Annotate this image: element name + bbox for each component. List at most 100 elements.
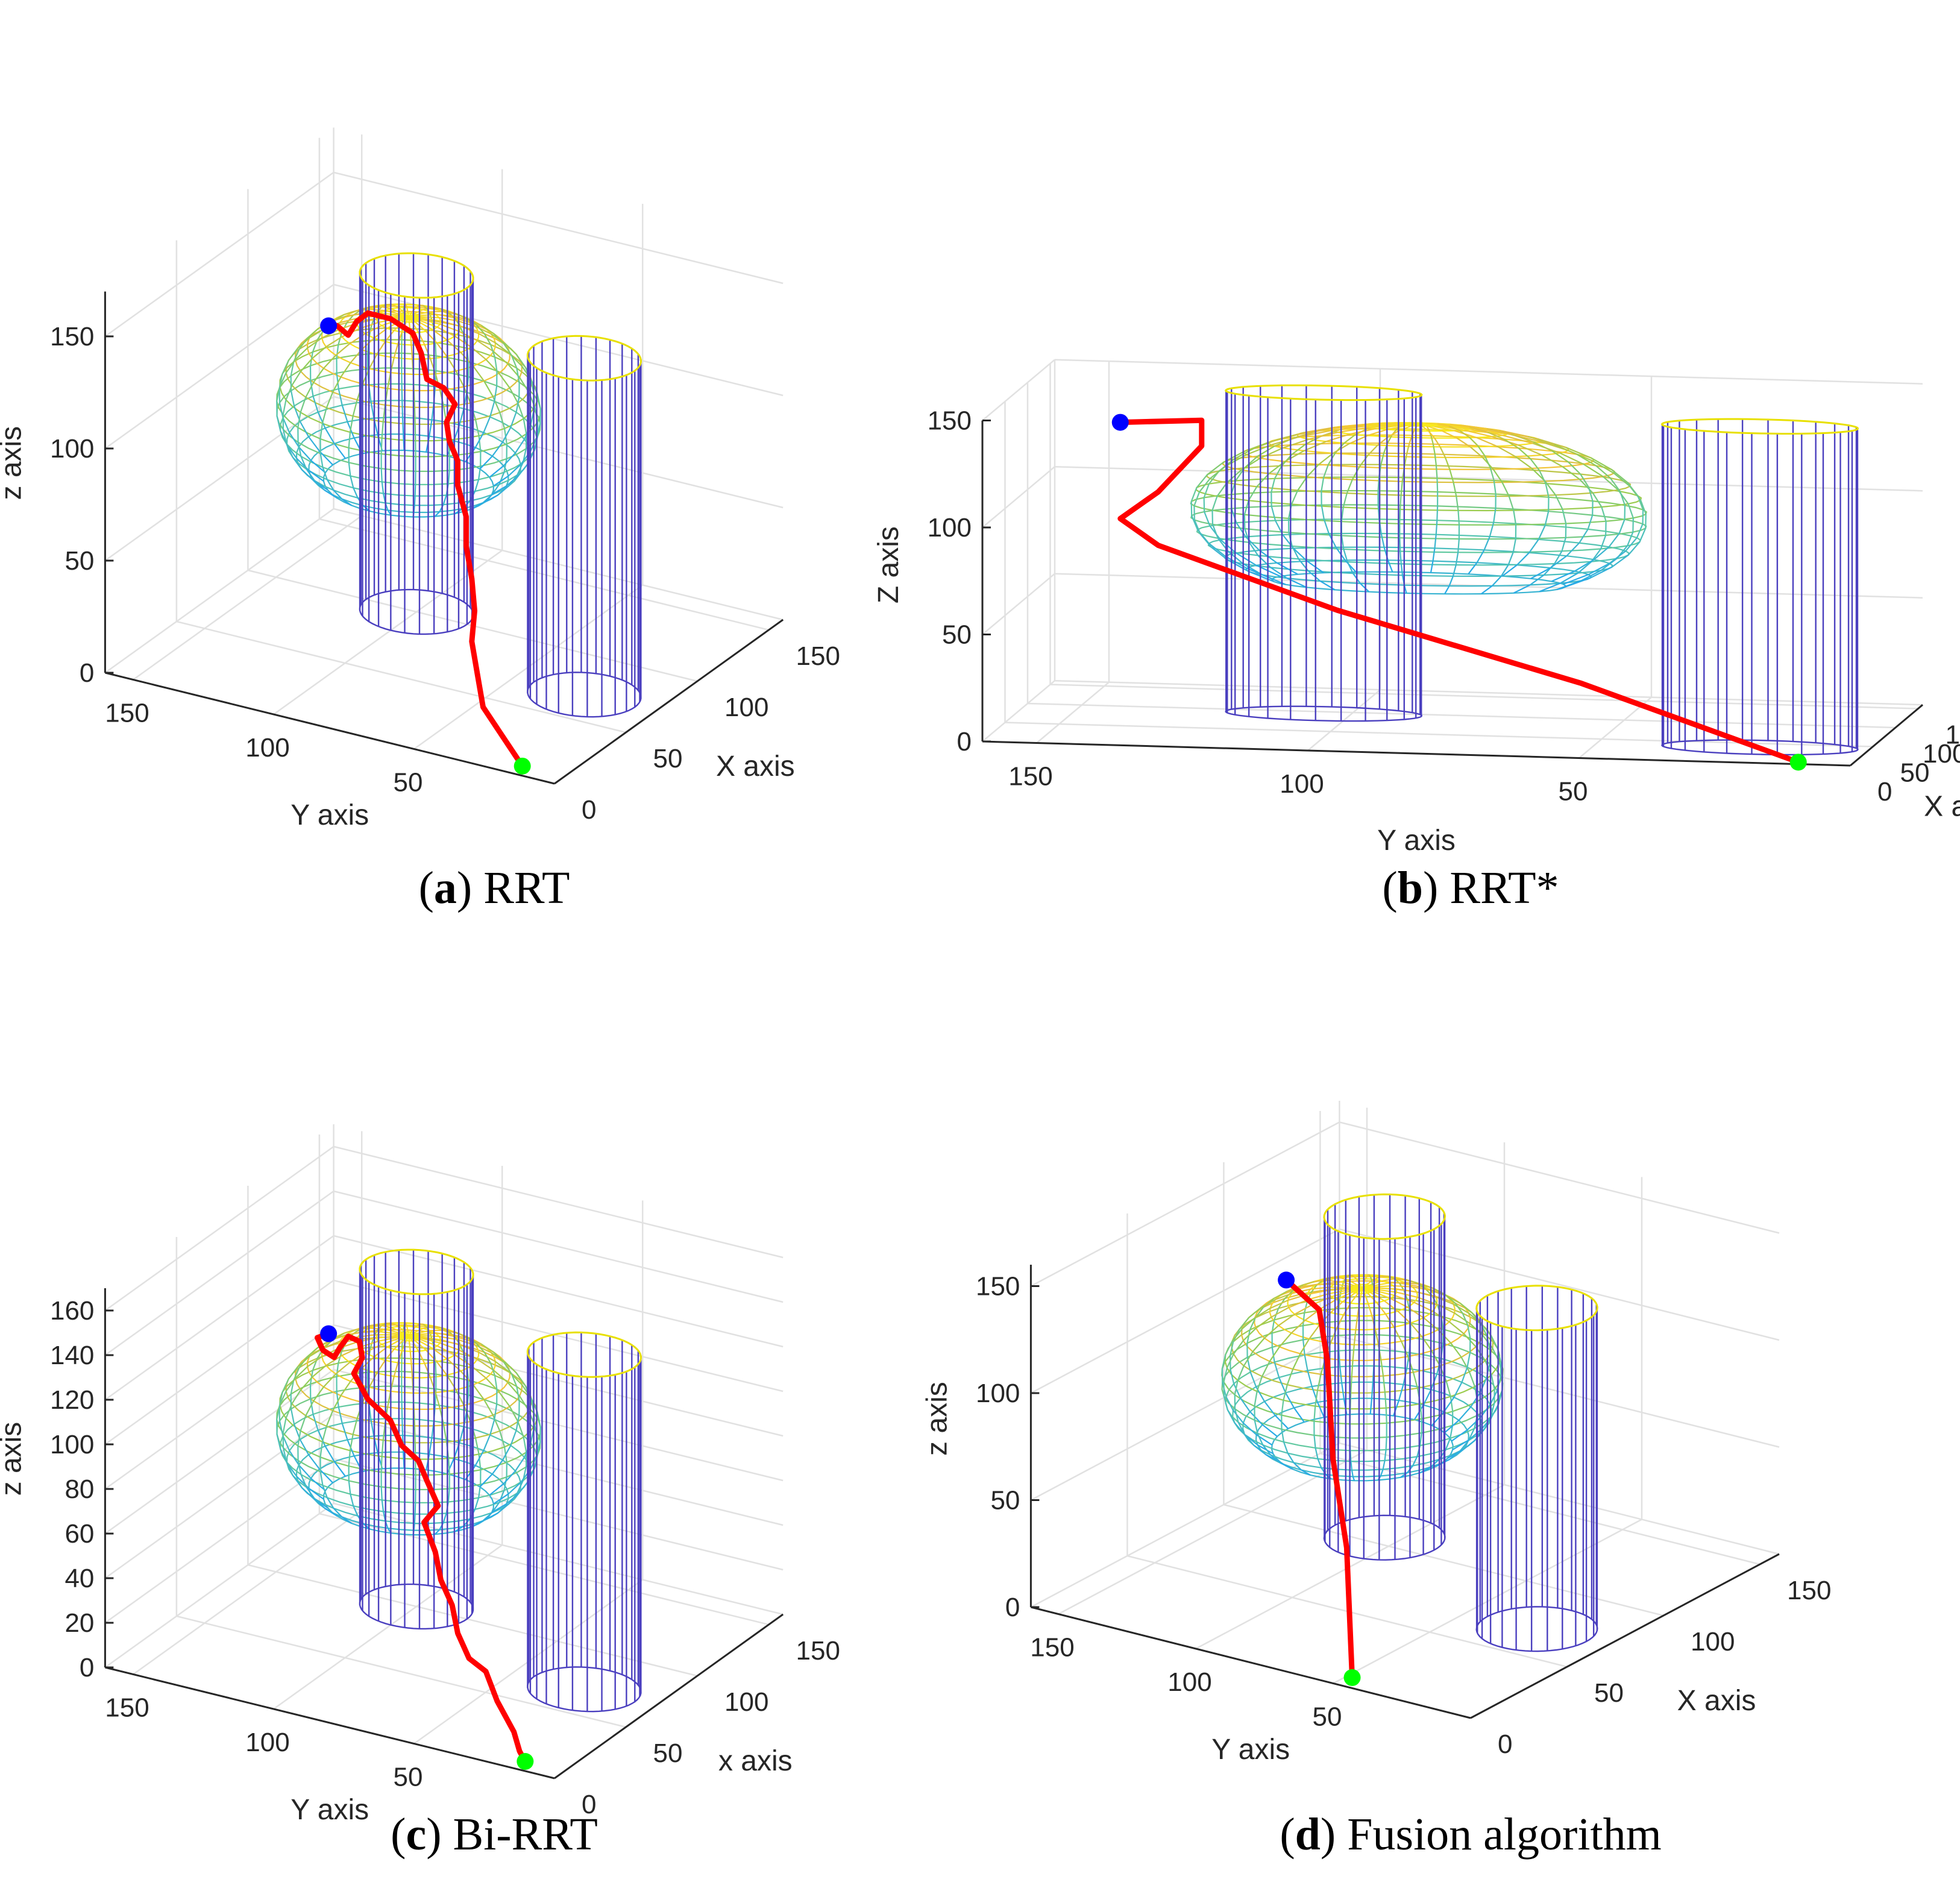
axes-box: 0 50 100 150 50 100 150 0 50 100 150 z axis Y axis X … xyxy=(921,1101,1831,1766)
sphere-meridian xyxy=(1601,506,1607,521)
y-axis-line xyxy=(105,1666,555,1780)
sphere-meridian xyxy=(1380,533,1385,548)
sphere-meridian xyxy=(484,1512,498,1521)
sphere-meridian xyxy=(436,1345,455,1356)
sphere-meridian xyxy=(459,1349,478,1360)
sphere-meridian xyxy=(1241,458,1261,471)
sphere-meridian xyxy=(338,388,343,406)
sphere-meridian xyxy=(1227,1409,1236,1423)
sphere-meridian xyxy=(1627,532,1634,546)
sphere-meridian xyxy=(1642,509,1644,524)
z-tick-label: 0 xyxy=(80,1653,94,1682)
gridline xyxy=(104,1324,335,1490)
sphere-meridian xyxy=(1275,1292,1293,1300)
sphere-meridian xyxy=(1211,547,1228,561)
sphere-meridian xyxy=(1190,487,1198,502)
cylinder-top xyxy=(1323,1193,1446,1240)
sphere-meridian xyxy=(1231,1329,1243,1342)
sphere-meridian xyxy=(1384,1300,1398,1312)
sphere-meridian xyxy=(482,1512,493,1522)
sphere-meridian xyxy=(297,1460,302,1475)
sphere-meridian xyxy=(322,467,328,480)
sphere-meridian xyxy=(1554,444,1578,455)
sphere-meridian xyxy=(516,1373,526,1386)
sphere-meridian xyxy=(1248,1307,1261,1318)
sphere-meridian xyxy=(1368,1303,1373,1316)
sphere-meridian xyxy=(447,470,450,484)
sphere-meridian xyxy=(1625,537,1638,552)
sphere-meridian xyxy=(515,1415,520,1430)
sphere-meridian xyxy=(474,419,480,436)
sphere-meridian xyxy=(350,476,354,488)
sphere-meridian xyxy=(276,1405,281,1420)
sphere-meridian xyxy=(419,1336,441,1341)
z-tick-label: 160 xyxy=(50,1296,94,1326)
sphere-meridian xyxy=(507,464,521,477)
sphere-meridian xyxy=(494,1403,498,1420)
sphere-meridian xyxy=(370,1327,385,1330)
sphere-meridian xyxy=(517,1480,524,1494)
sphere-meridian xyxy=(1330,1301,1343,1314)
gridline xyxy=(1054,359,1923,385)
sphere-meridian xyxy=(1435,520,1438,535)
sphere-meridian xyxy=(1233,1409,1244,1424)
sphere-meridian xyxy=(1315,1390,1319,1406)
sphere-meridian xyxy=(1421,425,1429,432)
caption-letter: c xyxy=(406,1809,427,1860)
sphere-meridian xyxy=(1393,1278,1406,1280)
gridline xyxy=(982,573,1055,635)
sphere-meridian xyxy=(317,1430,326,1447)
sphere-meridian xyxy=(349,416,354,433)
sphere-meridian xyxy=(1374,1276,1382,1280)
sphere-meridian xyxy=(282,1418,287,1434)
sphere-meridian xyxy=(1430,435,1434,444)
sphere-meridian xyxy=(1459,1440,1469,1452)
x-axis-line xyxy=(554,1613,784,1780)
cylinder-top xyxy=(1224,384,1423,401)
x-axis-line xyxy=(1850,704,1923,767)
cylinder-obstacle xyxy=(526,335,642,718)
sphere-meridian xyxy=(493,475,509,487)
sphere-meridian xyxy=(398,307,406,314)
sphere-meridian xyxy=(1491,575,1502,587)
sphere-meridian xyxy=(305,1400,315,1416)
sphere-meridian xyxy=(402,306,405,312)
sphere-meridian xyxy=(1399,495,1402,510)
sphere-meridian xyxy=(406,307,409,313)
sphere-meridian xyxy=(350,1494,354,1506)
sphere-meridian xyxy=(385,310,400,315)
sphere-meridian xyxy=(1261,1361,1271,1377)
sphere-meridian xyxy=(1285,1392,1295,1408)
sphere-meridian xyxy=(1346,1274,1350,1278)
sphere-meridian xyxy=(1271,506,1277,521)
sphere-meridian xyxy=(1580,473,1589,488)
sphere-meridian xyxy=(1280,1462,1293,1470)
sphere-meridian xyxy=(1448,576,1454,587)
x-tick-label: 0 xyxy=(1877,777,1892,807)
sphere-meridian xyxy=(455,1332,467,1338)
sphere-meridian xyxy=(430,1329,444,1332)
sphere-meridian xyxy=(385,1349,395,1361)
sphere-meridian xyxy=(1243,1422,1257,1435)
sphere-meridian xyxy=(479,1473,493,1488)
gridline xyxy=(319,518,769,631)
sphere-meridian xyxy=(489,1483,504,1496)
y-tick-label: 50 xyxy=(394,1763,423,1792)
start-point-marker xyxy=(320,317,338,335)
sphere-meridian xyxy=(282,1447,287,1462)
sphere-meridian xyxy=(1307,570,1321,582)
sphere-meridian xyxy=(1461,1367,1468,1383)
y-tick-label: 50 xyxy=(394,768,423,798)
z-tick-label: 140 xyxy=(50,1341,94,1370)
sphere-meridian xyxy=(474,479,480,492)
panel-c: 0 20 40 60 80 100 120 140 160 50 100 150 0 50 100 150 z … xyxy=(0,952,976,1875)
sphere-meridian xyxy=(279,372,287,387)
sphere-meridian xyxy=(1502,564,1518,577)
sphere-meridian xyxy=(336,1363,339,1377)
sphere-meridian xyxy=(1510,433,1534,442)
sphere-meridian xyxy=(1381,1276,1388,1277)
sphere-meridian xyxy=(1367,1292,1378,1303)
sphere-meridian xyxy=(1329,424,1364,430)
gridline xyxy=(333,171,784,285)
